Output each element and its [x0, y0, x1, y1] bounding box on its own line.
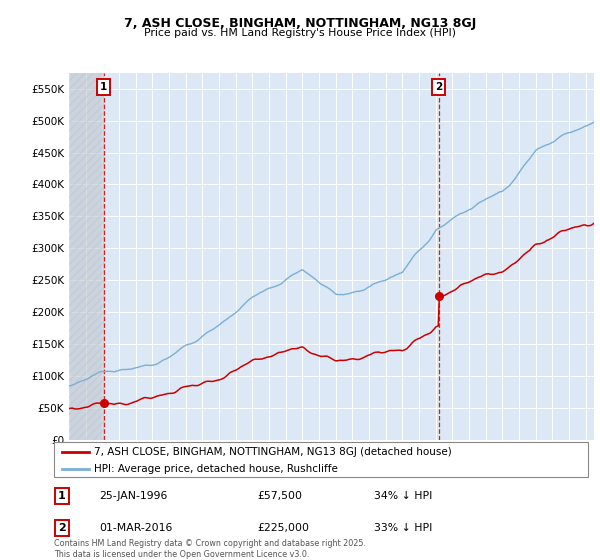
Text: HPI: Average price, detached house, Rushcliffe: HPI: Average price, detached house, Rush… [94, 464, 338, 474]
Bar [69, 73, 104, 440]
Text: 33% ↓ HPI: 33% ↓ HPI [374, 523, 433, 533]
Text: 7, ASH CLOSE, BINGHAM, NOTTINGHAM, NG13 8GJ (detached house): 7, ASH CLOSE, BINGHAM, NOTTINGHAM, NG13 … [94, 447, 452, 457]
Text: 7, ASH CLOSE, BINGHAM, NOTTINGHAM, NG13 8GJ: 7, ASH CLOSE, BINGHAM, NOTTINGHAM, NG13 … [124, 17, 476, 30]
Text: 2: 2 [58, 523, 66, 533]
Text: 34% ↓ HPI: 34% ↓ HPI [374, 491, 433, 501]
Text: 1: 1 [100, 82, 107, 92]
Text: £57,500: £57,500 [257, 491, 302, 501]
Text: £225,000: £225,000 [257, 523, 309, 533]
Text: 01-MAR-2016: 01-MAR-2016 [100, 523, 173, 533]
FancyBboxPatch shape [54, 442, 588, 477]
Text: 25-JAN-1996: 25-JAN-1996 [100, 491, 168, 501]
Text: Contains HM Land Registry data © Crown copyright and database right 2025.
This d: Contains HM Land Registry data © Crown c… [54, 539, 366, 559]
Text: 1: 1 [58, 491, 66, 501]
Text: Price paid vs. HM Land Registry's House Price Index (HPI): Price paid vs. HM Land Registry's House … [144, 28, 456, 38]
Text: 2: 2 [435, 82, 442, 92]
